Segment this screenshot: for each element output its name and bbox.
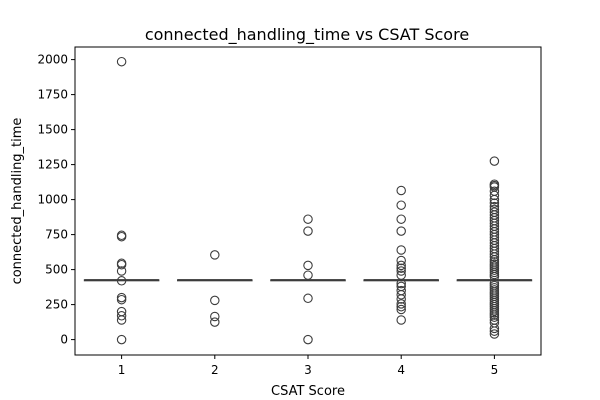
outlier-point [116, 334, 127, 345]
outlier-point [489, 278, 500, 289]
outlier-point [396, 260, 406, 271]
x-tick-label: 2 [211, 363, 219, 377]
outlier-point [396, 255, 406, 266]
outlier-point [489, 329, 500, 339]
x-axis: 1 2 3 4 5 [118, 355, 498, 377]
y-tick-label: 1000 [37, 193, 68, 207]
y-tick-label: 1500 [37, 123, 68, 137]
y-axis: 0 250 500 750 1000 1250 1500 1750 2000 [37, 53, 75, 347]
outlier-point [489, 201, 500, 212]
outlier-point [396, 301, 406, 312]
y-tick-label: 500 [45, 263, 68, 277]
outlier-point [396, 245, 406, 255]
outlier-point [396, 226, 406, 236]
outlier-point [303, 260, 313, 271]
outlier-point [396, 270, 406, 280]
outlier-point [489, 207, 500, 217]
outlier-point [396, 200, 406, 210]
outlier-point [116, 266, 127, 276]
y-tick-label: 750 [45, 228, 68, 242]
x-axis-label: CSAT Score [271, 384, 345, 399]
y-tick-label: 1250 [37, 158, 68, 172]
outlier-point [489, 315, 500, 325]
outlier-point [396, 185, 406, 196]
outlier-point [396, 315, 406, 325]
boxes [83, 279, 533, 282]
x-tick-label: 3 [304, 363, 312, 377]
outlier-point [489, 156, 500, 166]
outlier-point [116, 292, 127, 303]
outlier-point [303, 293, 313, 304]
outlier-point [116, 311, 127, 321]
y-tick-label: 1750 [37, 88, 68, 102]
outlier-point [116, 294, 127, 305]
outlier-point [396, 214, 406, 224]
outlier-point [489, 198, 500, 208]
outlier-point [210, 311, 220, 322]
y-tick-label: 250 [45, 298, 68, 312]
outlier-point [210, 317, 220, 327]
y-tick-label: 2000 [37, 53, 68, 67]
outlier-point [116, 230, 127, 241]
outlier-point [303, 214, 313, 224]
outlier-point [396, 285, 406, 296]
chart-title: connected_handling_time vs CSAT Score [145, 25, 469, 45]
plot-area [74, 46, 542, 356]
x-tick-label: 4 [397, 363, 405, 377]
outlier-point [116, 306, 127, 317]
outlier-point [396, 299, 406, 309]
outlier-point [489, 179, 500, 189]
outlier-point [303, 270, 313, 280]
outlier-point [210, 295, 220, 306]
outlier-point [396, 304, 406, 315]
outlier-point [396, 263, 406, 273]
outlier-point [396, 281, 406, 292]
outlier-point [210, 250, 220, 260]
outlier-point [116, 258, 127, 269]
y-axis-label: connected_handling_time [10, 118, 25, 285]
outlier-point [303, 334, 313, 345]
y-tick-label: 0 [60, 333, 68, 347]
outlier-points [116, 56, 500, 345]
x-tick-label: 5 [491, 363, 499, 377]
outlier-point [489, 186, 500, 196]
outlier-point [303, 226, 313, 236]
x-tick-label: 1 [118, 363, 126, 377]
outlier-point [116, 276, 127, 286]
outlier-point [489, 204, 500, 215]
outlier-point [489, 318, 500, 328]
outlier-point [116, 56, 127, 67]
outlier-point [396, 266, 406, 276]
